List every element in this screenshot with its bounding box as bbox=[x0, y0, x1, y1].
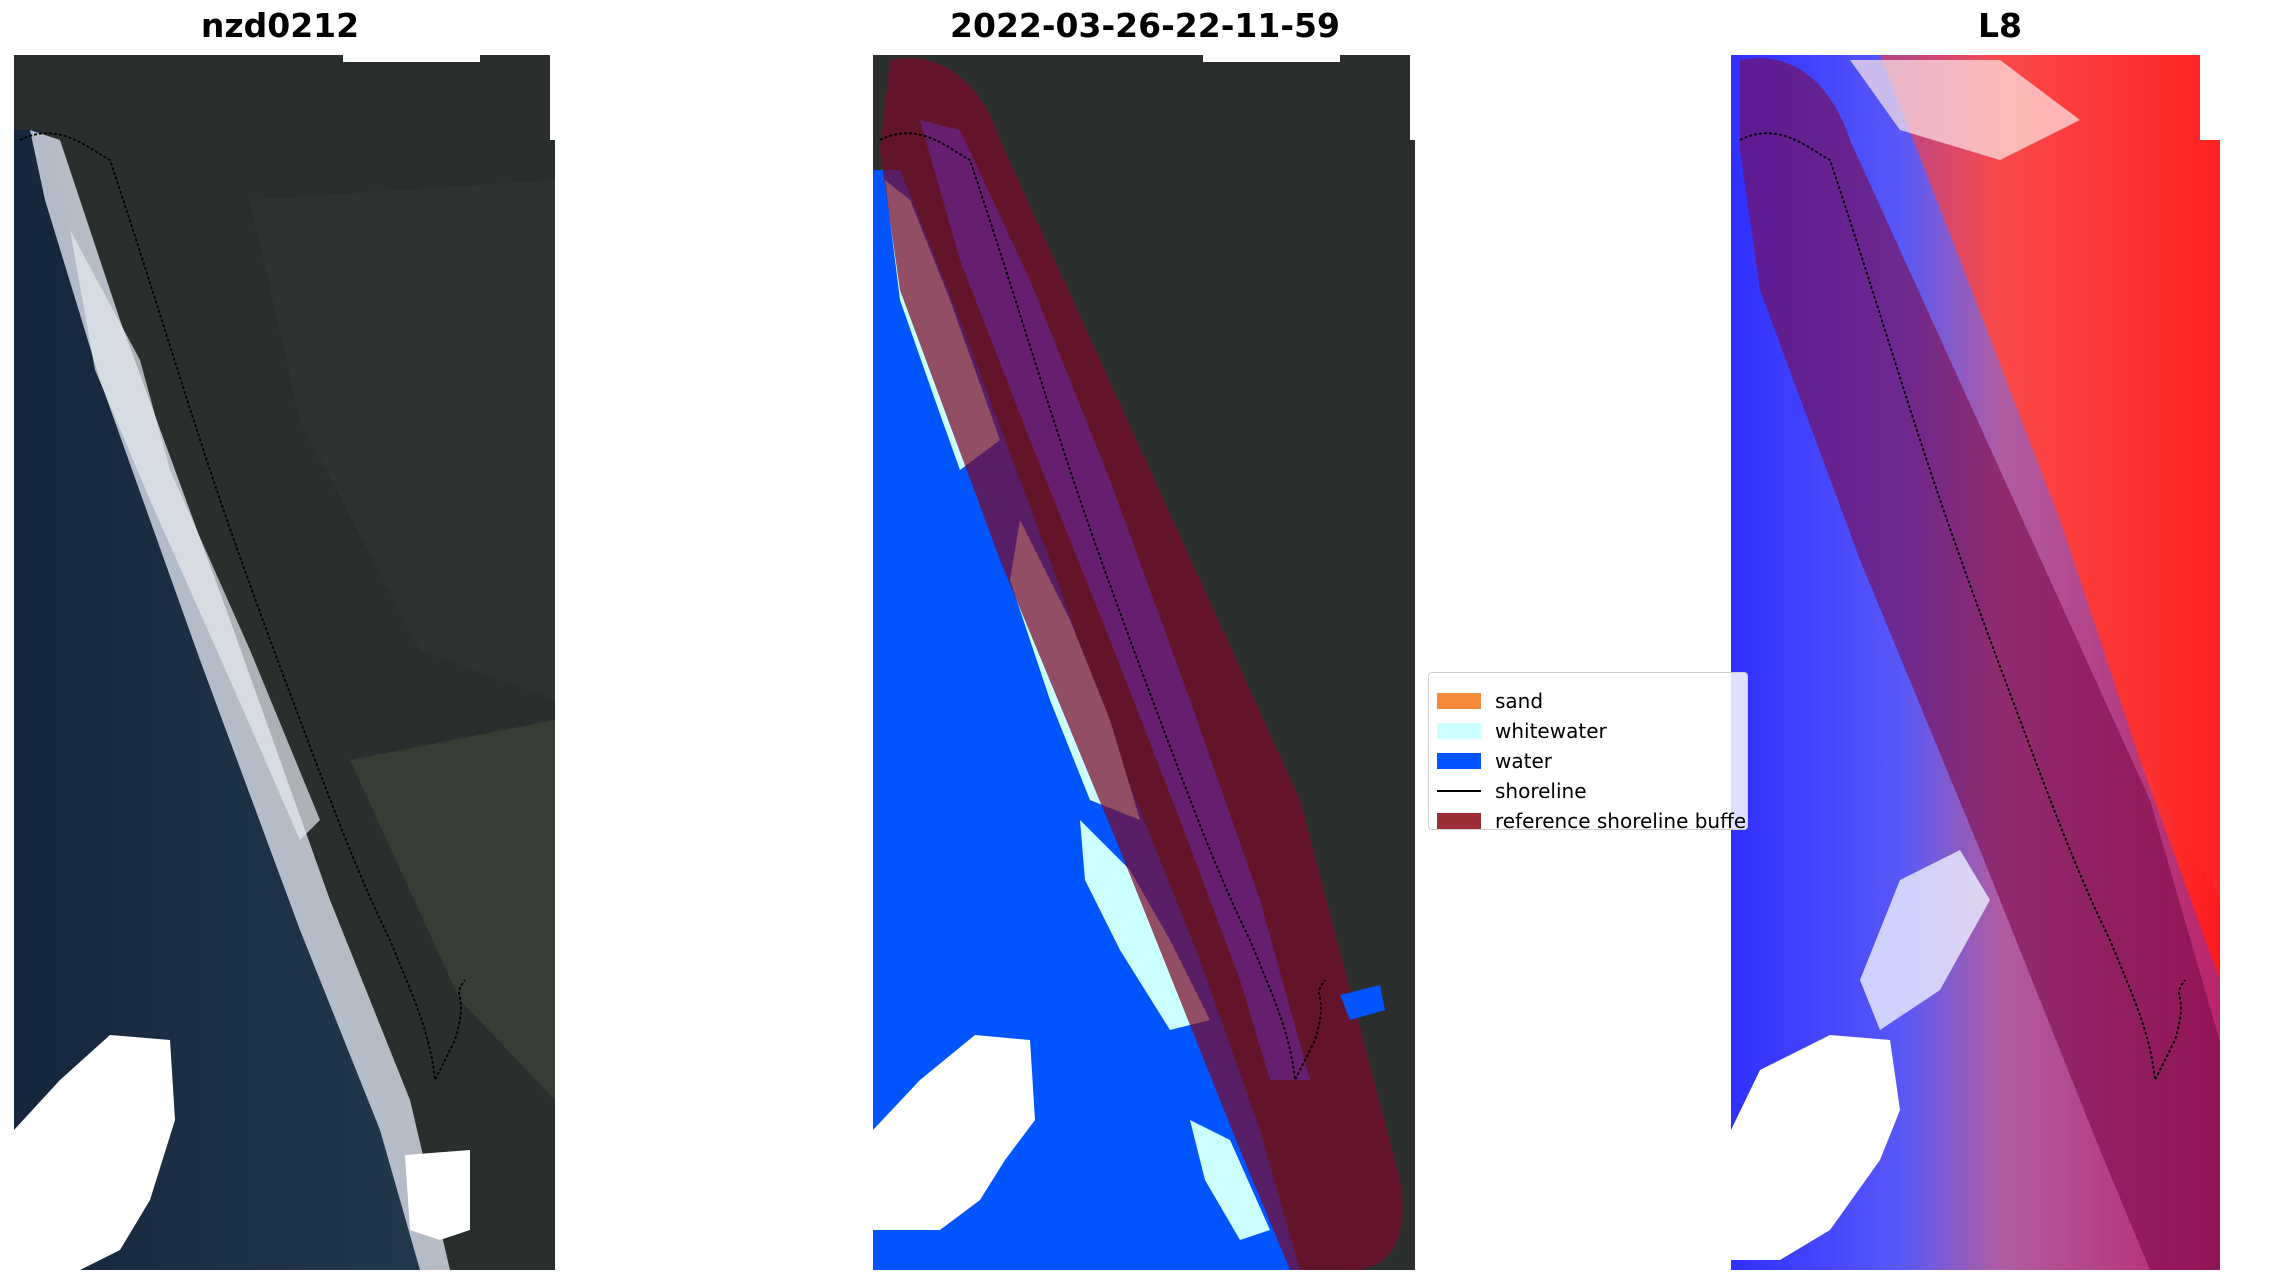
rgb-image-panel bbox=[14, 55, 555, 1270]
reference-shoreline-buffer-index bbox=[1740, 58, 2220, 1270]
legend-item-shoreline: shoreline bbox=[1429, 776, 1747, 806]
shoreline-line-swatch bbox=[1437, 790, 1481, 792]
legend-label: reference shoreline buffer bbox=[1495, 809, 1748, 830]
legend-label: whitewater bbox=[1495, 719, 1607, 743]
legend-label: shoreline bbox=[1495, 779, 1587, 803]
index-image-panel bbox=[1731, 55, 2220, 1270]
legend-item-whitewater: whitewater bbox=[1429, 716, 1747, 746]
legend-label: water bbox=[1495, 749, 1552, 773]
panel-title-classified: 2022-03-26-22-11-59 bbox=[950, 6, 1340, 45]
panel-title-index: L8 bbox=[1978, 6, 2022, 45]
legend-item-sand: sand bbox=[1429, 686, 1747, 716]
classified-image-panel bbox=[873, 55, 1415, 1270]
whitewater-swatch bbox=[1437, 723, 1481, 739]
legend-item-buffer: reference shoreline buffer bbox=[1429, 806, 1748, 830]
shoreline-index bbox=[1739, 132, 2186, 1084]
water-swatch bbox=[1437, 753, 1481, 769]
shoreline-classified bbox=[879, 132, 1326, 1084]
legend-item-water: water bbox=[1429, 746, 1747, 776]
legend: sand whitewater water shoreline referenc… bbox=[1428, 672, 1748, 830]
legend-label: sand bbox=[1495, 689, 1544, 713]
buffer-swatch bbox=[1437, 813, 1481, 829]
panel-title-rgb: nzd0212 bbox=[200, 6, 360, 45]
shoreline-rgb bbox=[19, 132, 466, 1084]
sand-swatch bbox=[1437, 693, 1481, 709]
